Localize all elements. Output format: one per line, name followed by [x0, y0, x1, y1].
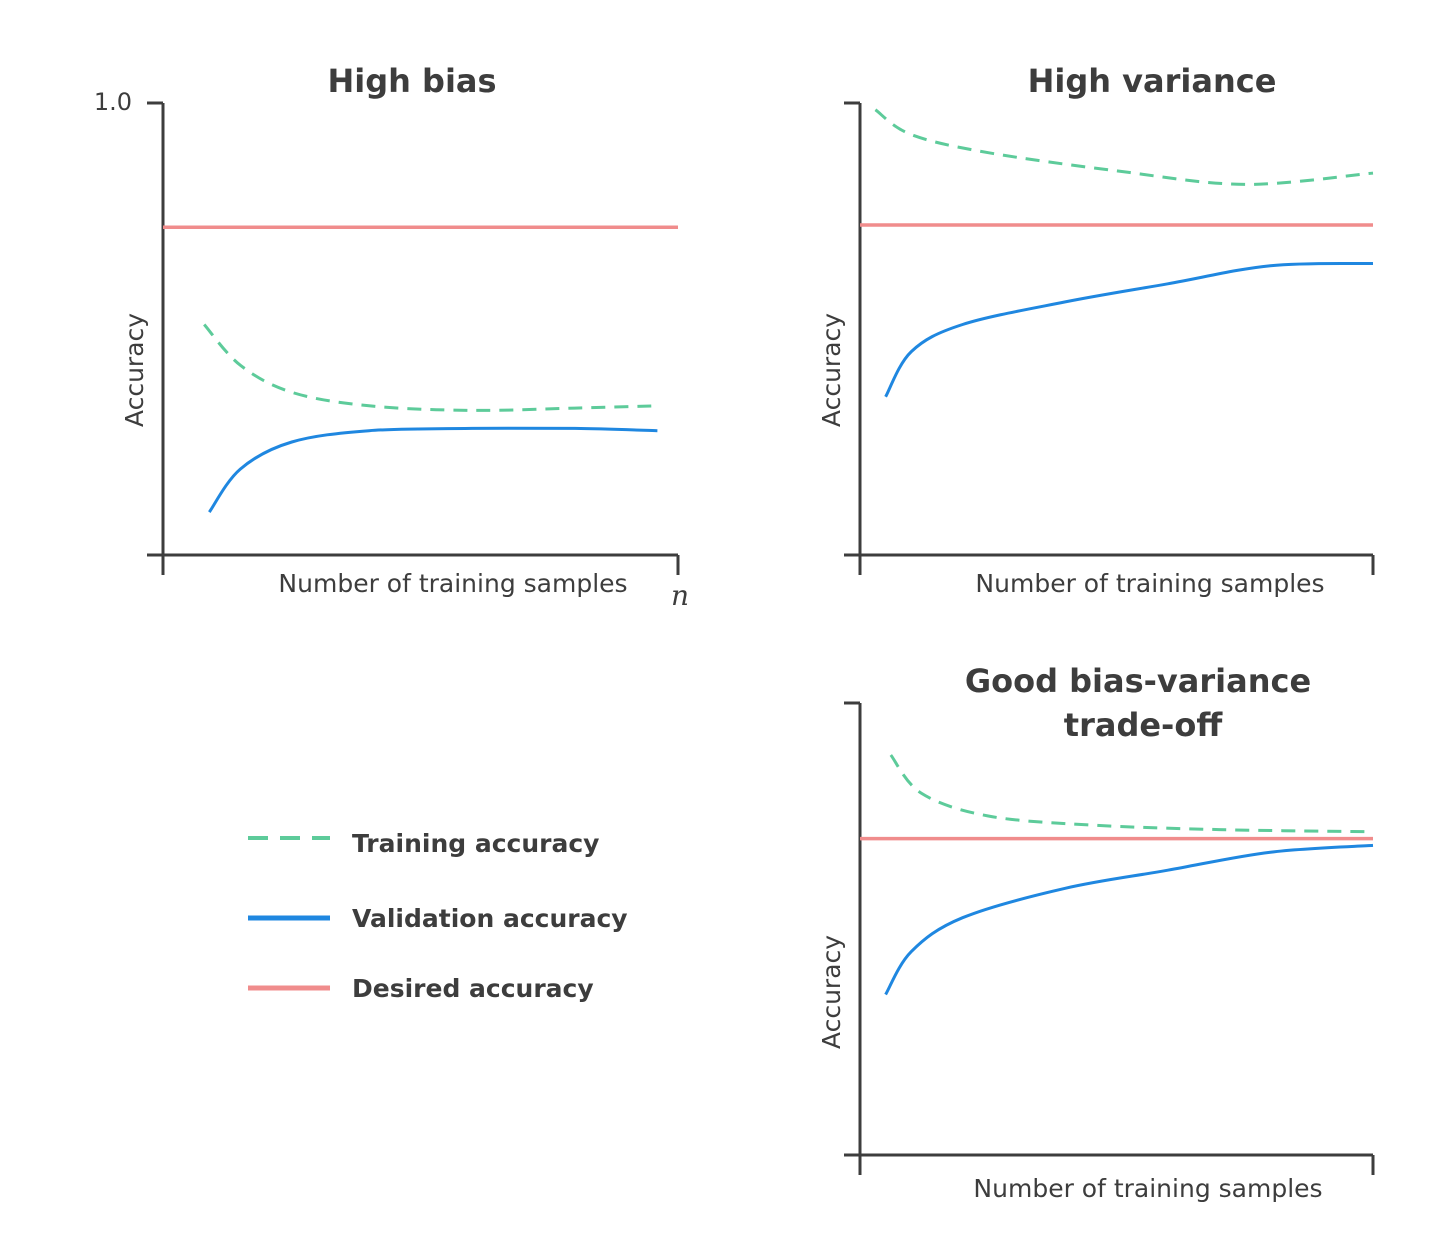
y-axis-label: Accuracy — [817, 313, 846, 427]
axis-lines — [858, 103, 1373, 557]
training-accuracy-line — [889, 754, 1374, 834]
chart-title: High variance — [1028, 62, 1277, 100]
validation-accuracy-line — [884, 261, 1374, 398]
training-accuracy-line — [203, 323, 658, 412]
validation-accuracy-line — [884, 843, 1374, 996]
x-axis-label: Number of training samples — [975, 569, 1324, 598]
y-axis-label: Accuracy — [817, 935, 846, 1049]
x-axis-label: Number of training samples — [278, 569, 627, 598]
legend-label-validation: Validation accuracy — [352, 904, 628, 933]
chart-title: High bias — [327, 62, 496, 100]
chart-title-line2: trade-off — [1064, 706, 1224, 744]
y-axis-label: Accuracy — [120, 313, 149, 427]
high-bias-chart: High bias 1.0 n Accuracy Number of traini… — [94, 62, 689, 612]
x-axis-label: Number of training samples — [973, 1174, 1322, 1203]
validation-accuracy-line — [208, 426, 658, 513]
training-accuracy-line — [874, 108, 1374, 186]
legend: Training accuracy Validation accuracy De… — [248, 829, 628, 1003]
axis-lines — [161, 103, 678, 557]
y-tick-label: 1.0 — [94, 88, 132, 116]
chart-title: Good bias-variance — [965, 662, 1311, 700]
good-tradeoff-chart: Good bias-variance trade-off Accuracy Num… — [817, 662, 1375, 1203]
legend-label-training: Training accuracy — [352, 829, 599, 858]
high-variance-chart: High variance Accuracy Number of training… — [817, 62, 1375, 598]
x-tick-label: n — [671, 579, 689, 612]
legend-label-desired: Desired accuracy — [352, 974, 594, 1003]
